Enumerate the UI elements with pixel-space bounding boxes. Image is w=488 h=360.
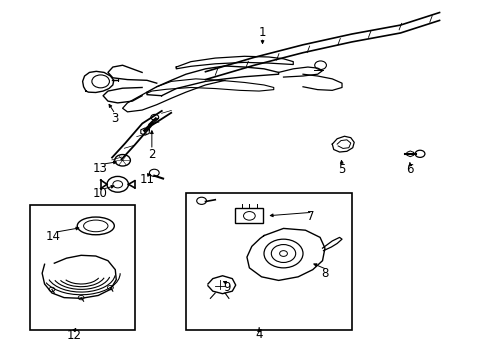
Bar [30,205,135,330]
Text: 4: 4 [255,328,263,341]
Text: 6: 6 [406,163,413,176]
Text: 3: 3 [111,112,119,125]
Text: 5: 5 [338,163,345,176]
Text: 1: 1 [258,27,266,40]
Text: 14: 14 [45,230,60,243]
Text: 11: 11 [139,173,154,186]
Text: 13: 13 [93,162,108,175]
Text: 12: 12 [66,329,81,342]
Text: 9: 9 [223,281,231,294]
Text: 8: 8 [321,267,328,280]
Text: 2: 2 [148,148,155,161]
Text: 7: 7 [306,210,314,223]
Bar [234,208,263,223]
Bar [185,193,351,330]
Text: 10: 10 [93,187,108,200]
